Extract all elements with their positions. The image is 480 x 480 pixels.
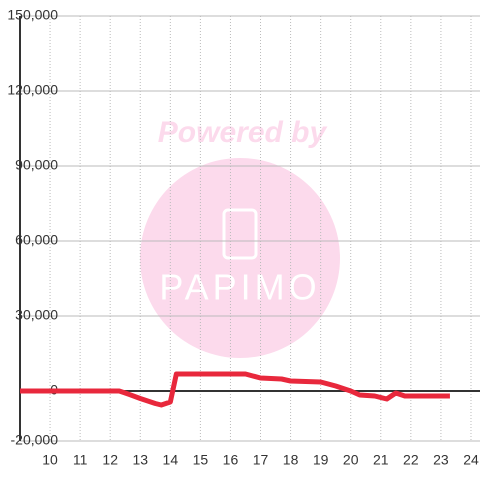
- line: [20, 371, 450, 408]
- plot: 10 11 12 13 14 15 16 17 18 19 20 21 22 23 24-20,000030…: [7, 7, 480, 468]
- y-tick-label: -20,000: [11, 432, 59, 448]
- watermark-icon: [222, 208, 258, 260]
- y-tick-label: 150,000: [7, 7, 58, 23]
- x-tick-label: 24: [463, 452, 479, 468]
- x-tick-label: 19: [313, 452, 329, 468]
- x-tick-label: 12: [102, 452, 118, 468]
- x-tick-label: 20: [343, 452, 359, 468]
- watermark-title: Powered by: [158, 116, 328, 149]
- x-tick-label: 17: [253, 452, 269, 468]
- y-tick-label: 30,000: [15, 307, 58, 323]
- x-tick-label: 10: [42, 452, 58, 468]
- watermark: Powered by PAPIMO: [140, 116, 340, 358]
- x-tick-label: 23: [433, 452, 449, 468]
- y-tick-label: 60,000: [15, 232, 58, 248]
- y-tick-label: 90,000: [15, 157, 58, 173]
- x-tick-label: 22: [403, 452, 419, 468]
- x-tick-label: 18: [283, 452, 299, 468]
- x-tick-label: 14: [163, 452, 179, 468]
- x-tick-label: 21: [373, 452, 389, 468]
- y-tick-label: 120,000: [7, 82, 58, 98]
- x-tick-label: 13: [132, 452, 148, 468]
- x-tick-label: 11: [73, 452, 88, 468]
- watermark-logo: PAPIMO: [159, 267, 320, 308]
- x-tick-label: 15: [193, 452, 209, 468]
- x-tick-label: 16: [223, 452, 239, 468]
